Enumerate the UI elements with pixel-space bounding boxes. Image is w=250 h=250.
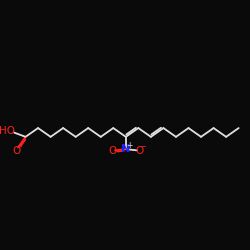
Text: O: O [136, 146, 144, 156]
Text: N: N [121, 144, 130, 154]
Text: −: − [140, 142, 146, 152]
Text: HO: HO [0, 126, 15, 136]
Text: O: O [108, 146, 116, 156]
Text: O: O [12, 146, 20, 156]
Text: +: + [126, 141, 132, 150]
